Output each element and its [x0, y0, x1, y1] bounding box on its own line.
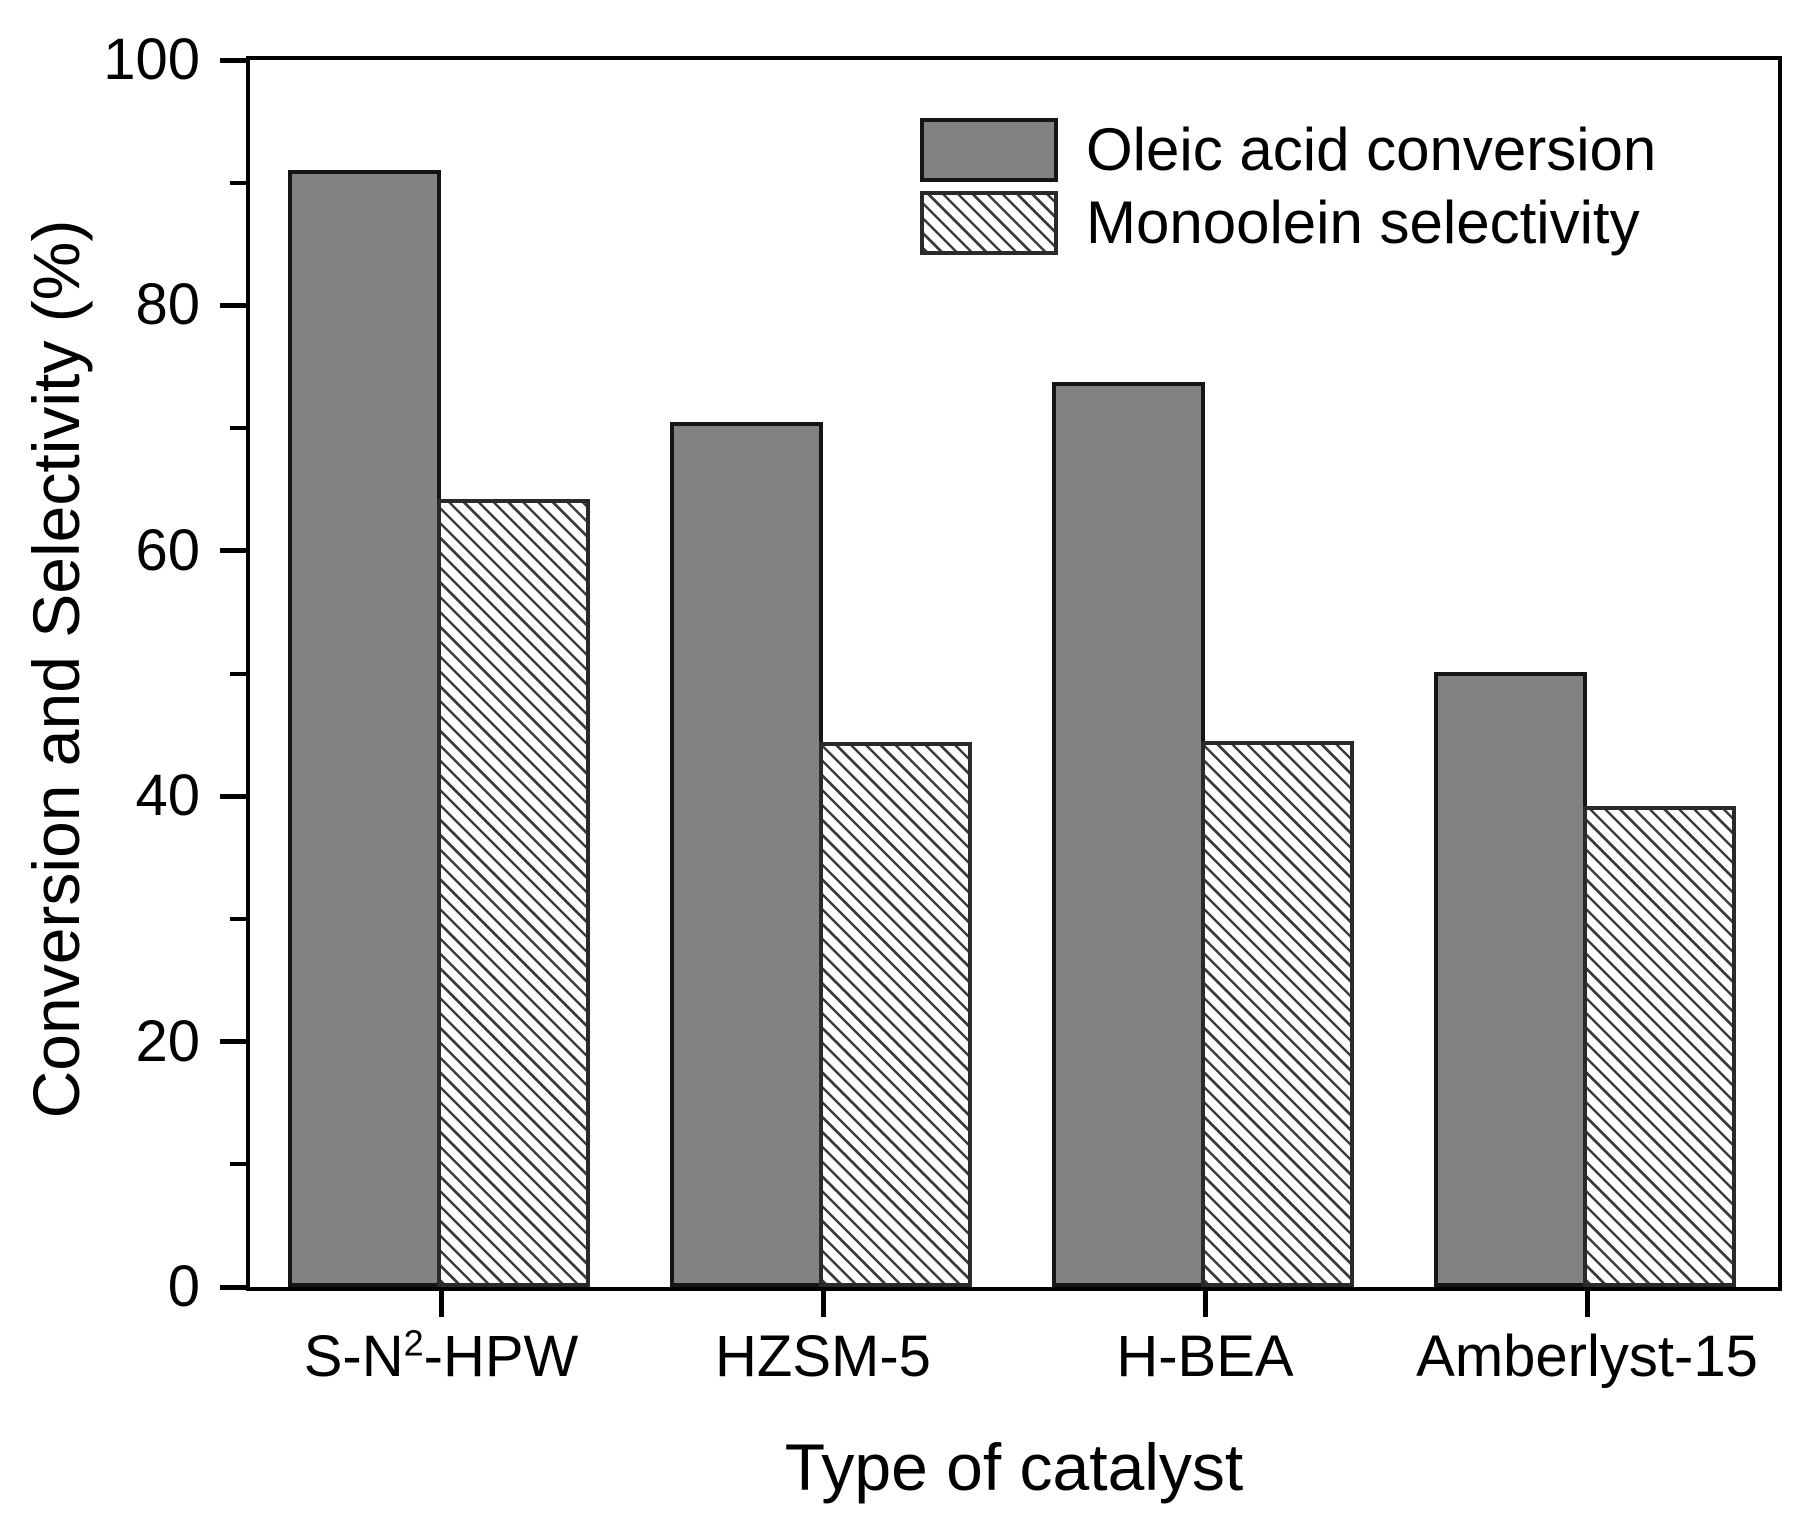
bar-selectivity-1 [819, 742, 972, 1287]
y-tick-major-20 [220, 1039, 246, 1045]
bar-conversion-2 [1052, 381, 1205, 1287]
legend-item-conversion: Oleic acid conversion [920, 118, 1656, 182]
y-tick-major-100 [220, 57, 246, 63]
y-tick-major-0 [220, 1284, 246, 1290]
x-tick-1 [820, 1291, 826, 1317]
plot-area: Oleic acid conversion Monoolein selectiv… [103, 27, 1782, 1504]
legend: Oleic acid conversion Monoolein selectiv… [920, 118, 1656, 255]
y-tick-major-60 [220, 548, 246, 554]
x-tick-label-1: HZSM-5 [715, 1324, 931, 1389]
x-tick-label-2: H-BEA [1116, 1324, 1294, 1389]
bar-selectivity-2 [1201, 741, 1354, 1287]
y-tick-label-40: 40 [135, 763, 200, 829]
y-tick-minor-90 [230, 180, 246, 185]
legend-swatch-conversion [920, 118, 1058, 182]
x-axis-title: Type of catalyst [784, 1430, 1244, 1504]
y-tick-minor-50 [230, 671, 246, 676]
legend-swatch-selectivity [920, 191, 1058, 255]
y-tick-minor-10 [230, 1162, 246, 1167]
bar-selectivity-3 [1583, 806, 1736, 1287]
bar-conversion-1 [670, 422, 823, 1287]
y-axis-title: Conversion and Selectivity (%) [19, 219, 93, 1119]
y-tick-minor-70 [230, 426, 246, 431]
legend-label-conversion: Oleic acid conversion [1086, 116, 1657, 183]
y-tick-minor-30 [230, 916, 246, 921]
x-tick-label-0: S-N2-HPW [303, 1322, 579, 1389]
bar-selectivity-0 [437, 499, 590, 1287]
bar-conversion-0 [288, 170, 441, 1287]
y-tick-label-80: 80 [135, 272, 200, 338]
y-tick-label-20: 20 [135, 1008, 200, 1074]
x-tick-3 [1584, 1291, 1590, 1317]
y-tick-label-100: 100 [103, 27, 200, 92]
y-tick-major-40 [220, 793, 246, 799]
legend-item-selectivity: Monoolein selectivity [920, 191, 1656, 255]
y-tick-major-80 [220, 302, 246, 308]
y-tick-label-60: 60 [135, 517, 200, 583]
superscript-2: 2 [403, 1322, 424, 1364]
x-tick-0 [438, 1291, 444, 1317]
bar-conversion-3 [1434, 672, 1587, 1287]
x-tick-label-3: Amberlyst-15 [1416, 1324, 1758, 1389]
y-tick-label-0: 0 [167, 1254, 200, 1319]
x-tick-2 [1202, 1291, 1208, 1317]
legend-label-selectivity: Monoolein selectivity [1086, 189, 1640, 256]
